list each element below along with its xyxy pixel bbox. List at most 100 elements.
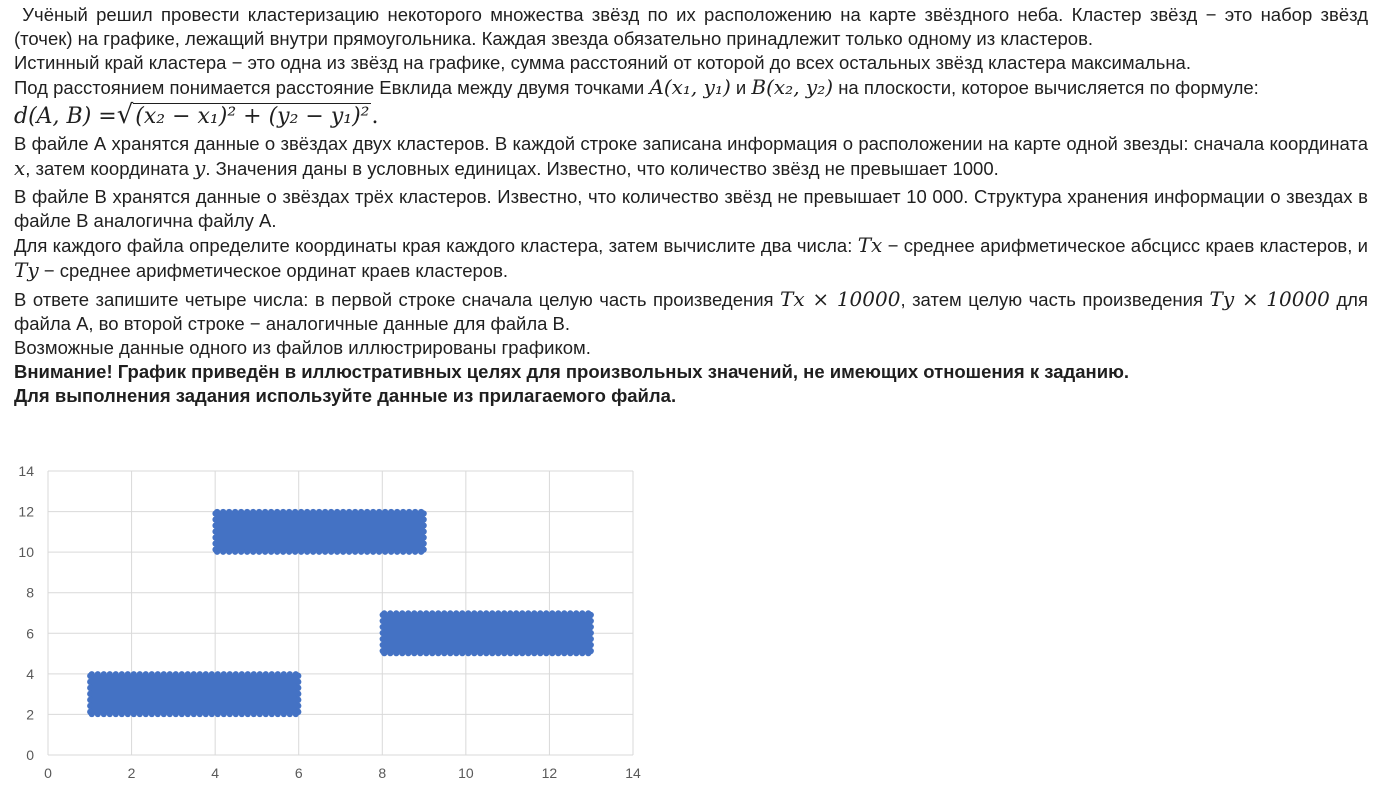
star-point [295,696,302,704]
star-point [387,610,394,617]
star-point [154,710,161,718]
star-point [345,508,353,516]
y-tick-label: 14 [18,463,34,479]
file-a-text-1: В файле А хранятся данные о звёздах двух… [14,133,1368,154]
star-point [429,610,436,617]
star-point [256,710,263,718]
star-point [363,508,371,516]
star-point [489,649,496,657]
star-point [249,508,257,516]
star-point [435,649,442,657]
var-x: x [14,156,26,180]
star-point [519,649,526,657]
scatter-chart: 0 2 4 6 8 10 12 14 0 2 4 6 8 10 12 14 [18,463,641,781]
compute-text-2: − среднее арифметическое абсцисс краев к… [887,235,1368,256]
compute-text-3: − среднее арифметическое ординат краев к… [43,260,509,281]
star-point [178,710,185,718]
star-point [379,647,386,655]
star-point [295,708,302,716]
star-point [513,649,520,657]
star-point [87,684,94,692]
star-point [555,610,562,617]
star-point [190,671,197,678]
star-point [375,548,383,555]
star-point [268,710,275,718]
star-point [250,671,257,678]
star-point [309,548,317,555]
star-point [363,548,371,555]
star-point [531,649,538,657]
star-point [375,508,383,516]
star-point [423,610,430,617]
star-point [405,508,413,516]
star-cluster-2 [212,508,427,555]
star-point [196,710,203,718]
y-tick-label: 12 [18,504,34,520]
star-point [345,548,353,555]
star-point [297,548,305,555]
star-point [212,510,219,517]
star-point [297,508,305,516]
star-point [379,611,386,619]
y-tick-label: 2 [26,706,34,722]
star-point [465,649,472,657]
star-point [112,671,119,678]
star-point [295,702,302,710]
star-point [543,610,550,617]
star-point [420,516,427,523]
star-point [543,649,550,657]
star-point [507,649,514,657]
star-point [387,649,394,657]
warning-line-2: Для выполнения задания используйте данны… [14,385,677,406]
star-point [136,671,143,678]
star-point [212,516,219,523]
expr-ty-10000: Ty × 10000 [1209,287,1330,311]
star-point [285,508,293,516]
star-point [255,508,263,516]
star-point [166,710,173,718]
star-point [286,710,293,718]
formula-radicand: (x₂ − x₁)² + (y₂ − y₁)² [133,103,372,129]
x-tick-label: 14 [625,765,641,781]
star-point [160,671,167,678]
star-point [420,528,427,535]
star-point [212,522,219,529]
expr-tx-10000: Tx × 10000 [780,287,901,311]
star-point [196,671,203,678]
star-point [333,508,341,516]
star-point [285,548,293,555]
star-point [447,610,454,617]
x-tick-label: 6 [295,765,303,781]
star-point [405,610,412,617]
warning-line-1: Внимание! График приведён в иллюстративн… [14,361,1130,382]
y-tick-label: 10 [18,544,34,560]
star-point [160,710,167,718]
star-point [471,610,478,617]
star-point [405,548,413,555]
star-point [87,672,94,680]
star-point [567,610,574,617]
star-point [501,610,508,617]
star-point [587,617,594,625]
star-point [420,546,427,553]
star-point [555,649,562,657]
star-point [417,610,424,617]
star-point [279,508,287,516]
star-point [303,508,311,516]
star-point [327,548,335,555]
star-point [225,508,233,516]
star-point [243,548,251,555]
star-point [379,617,386,625]
cluster-body [215,511,425,553]
star-point [267,508,275,516]
file-a-text-3: . Значения даны в условных единицах. Изв… [205,158,999,179]
paragraph-compute: Для каждого файла определите координаты … [14,233,1368,283]
x-tick-label: 2 [128,765,136,781]
star-point [232,710,239,718]
star-point [250,710,257,718]
star-point [339,508,347,516]
star-point [184,710,191,718]
star-point [315,548,323,555]
star-point [579,649,586,657]
star-point [267,548,275,555]
